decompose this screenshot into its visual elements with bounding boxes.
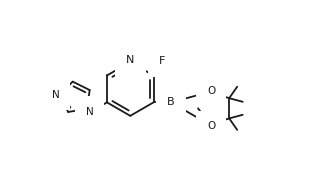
Text: N: N [126, 55, 135, 65]
Text: O: O [207, 121, 215, 131]
Text: B: B [167, 97, 175, 107]
Text: N: N [52, 90, 60, 100]
Text: N: N [86, 107, 94, 116]
Text: O: O [207, 86, 215, 96]
Text: F: F [159, 56, 165, 66]
